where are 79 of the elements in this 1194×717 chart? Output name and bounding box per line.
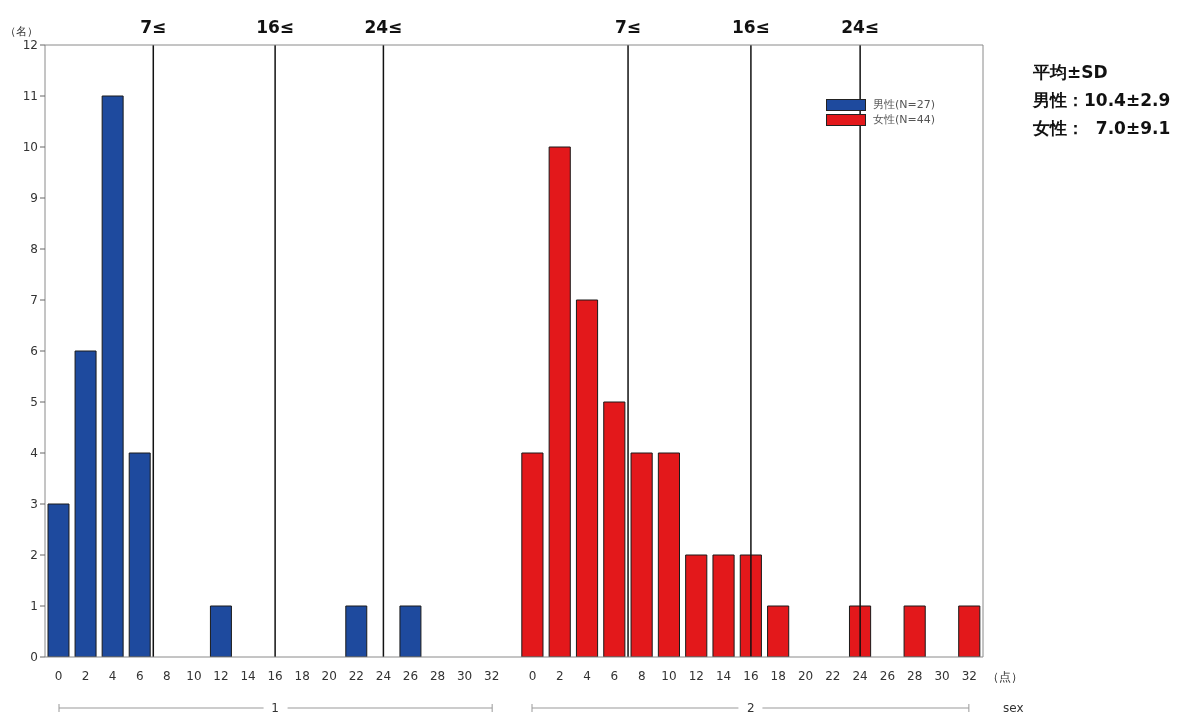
y-tick-label: 10	[22, 140, 38, 155]
bar	[101, 95, 124, 657]
y-tick-label: 0	[30, 650, 38, 665]
x-tick-label: 12	[213, 668, 229, 683]
x-tick-label: 26	[879, 668, 896, 683]
x-tick-label: 12	[688, 668, 704, 683]
y-tick-label: 9	[30, 191, 38, 206]
y-tick-label: 12	[22, 38, 38, 53]
x-tick-label: 32	[484, 668, 500, 683]
x-tick-label: 26	[402, 668, 419, 683]
bar	[903, 605, 926, 657]
x-tick-label: 10	[186, 668, 202, 683]
x-tick-label: 24	[852, 668, 868, 683]
y-tick-label: 4	[30, 446, 38, 461]
bar	[128, 452, 151, 657]
bar	[74, 350, 97, 657]
x-tick-label: 0	[528, 668, 537, 683]
x-tick-label: 2	[81, 668, 90, 683]
ref-line-label: 7≤	[615, 17, 642, 37]
x-axis-title: 1	[271, 701, 279, 715]
x-tick-label: 4	[583, 668, 591, 683]
x-tick-label: 10	[661, 668, 677, 683]
y-tick-label: 2	[30, 548, 38, 563]
x-tick-label: 16	[743, 668, 759, 683]
text: 男性：10.4±2.9	[1033, 90, 1171, 110]
x-tick-label: 8	[637, 668, 646, 683]
x-tick-label: 2	[555, 668, 564, 683]
ref-line-label: 24≤	[364, 17, 403, 37]
x-tick-label: 32	[961, 668, 977, 683]
y-axis-title: （名）	[5, 25, 38, 38]
bar	[767, 605, 790, 657]
x-tick-label: 14	[715, 668, 732, 683]
x-tick-label: 20	[321, 668, 337, 683]
y-tick-label: 11	[22, 89, 38, 104]
x-tick-label: 8	[163, 668, 171, 683]
bar	[548, 146, 571, 657]
bar	[958, 605, 981, 657]
x-tick-label: 22	[825, 668, 841, 683]
ref-line-label: 24≤	[841, 17, 880, 37]
y-tick-label: 5	[30, 395, 38, 410]
y-tick-label: 6	[30, 344, 38, 359]
x-tick-label: 4	[108, 668, 117, 683]
text: （点）	[987, 670, 1023, 684]
x-tick-label: 30	[934, 668, 950, 683]
y-tick-label: 1	[30, 599, 38, 614]
text: 平均±SD	[1033, 62, 1108, 82]
bar	[685, 554, 708, 657]
x-tick-label: 20	[797, 668, 814, 683]
x-tick-label: 6	[135, 668, 144, 683]
x-tick-label: 18	[770, 668, 786, 683]
bar	[399, 605, 422, 657]
x-tick-label: 0	[54, 668, 63, 683]
ref-line-label: 16≤	[731, 17, 770, 37]
legend-label: 男性(N=27)	[872, 98, 935, 111]
ref-line-label: 7≤	[140, 17, 167, 37]
bar	[209, 605, 232, 657]
legend-label: 女性(N=44)	[872, 113, 935, 126]
y-tick-label: 3	[30, 497, 38, 512]
bar	[345, 605, 368, 657]
bar	[712, 554, 735, 657]
x-tick-label: 30	[456, 668, 473, 683]
bar	[575, 299, 599, 657]
x-tick-label: 6	[610, 668, 619, 683]
x-tick-label: 18	[294, 668, 310, 683]
text: 女性： 7.0±9.1	[1033, 118, 1171, 138]
x-tick-label: 14	[240, 668, 256, 683]
bar	[521, 452, 544, 657]
bar	[657, 452, 681, 657]
x-tick-label: 28	[907, 668, 923, 683]
ref-line-label: 16≤	[256, 17, 295, 37]
x-axis-title: 2	[747, 701, 755, 715]
x-tick-label: 22	[348, 668, 364, 683]
y-tick-label: 8	[30, 242, 38, 257]
x-tick-label: 24	[375, 668, 392, 683]
y-tick-label: 7	[30, 293, 38, 308]
text: sex	[1003, 701, 1024, 715]
x-tick-label: 28	[429, 668, 446, 683]
x-tick-label: 16	[267, 668, 283, 683]
bar	[47, 503, 70, 657]
